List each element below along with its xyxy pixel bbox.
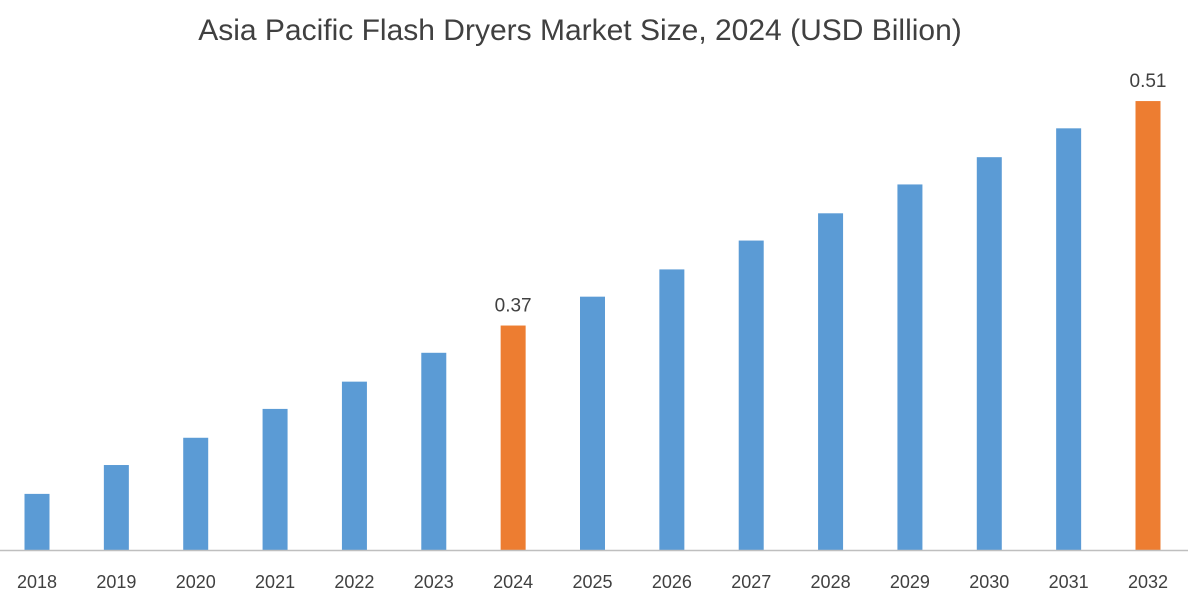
- bar-2021: [262, 408, 288, 550]
- x-tick-label: 2018: [17, 572, 57, 592]
- bar-2031: [1056, 128, 1082, 550]
- bar-2029: [897, 184, 923, 550]
- bar-2020: [183, 437, 209, 550]
- x-tick-label: 2022: [334, 572, 374, 592]
- bar-2028: [818, 213, 844, 551]
- bar-2026: [659, 269, 685, 550]
- x-tick-label: 2023: [414, 572, 454, 592]
- x-tick-label: 2021: [255, 572, 295, 592]
- x-tick-label: 2029: [890, 572, 930, 592]
- bar-2023: [421, 352, 447, 550]
- data-label-2032: 0.51: [1130, 71, 1167, 92]
- x-tick-label: 2031: [1049, 572, 1089, 592]
- x-tick-label: 2028: [811, 572, 851, 592]
- bar-2025: [580, 296, 605, 550]
- x-tick-label: 2032: [1128, 572, 1168, 592]
- x-tick-label: 2020: [176, 572, 216, 592]
- bar-2019: [103, 465, 129, 550]
- x-tick-label: 2025: [572, 572, 612, 592]
- bar-2030: [976, 157, 1002, 550]
- chart-title: Asia Pacific Flash Dryers Market Size, 2…: [198, 14, 962, 47]
- bar-2018: [24, 493, 50, 550]
- x-tick-label: 2024: [493, 572, 533, 592]
- bar-2027: [738, 240, 764, 550]
- bar-2024: [500, 325, 526, 550]
- bar-2032: [1135, 101, 1161, 551]
- data-label-2024: 0.37: [495, 296, 532, 317]
- x-tick-label: 2030: [969, 572, 1009, 592]
- x-tick-label: 2027: [731, 572, 771, 592]
- x-tick-label: 2026: [652, 572, 692, 592]
- x-tick-label: 2019: [96, 572, 136, 592]
- bar-2022: [341, 381, 367, 550]
